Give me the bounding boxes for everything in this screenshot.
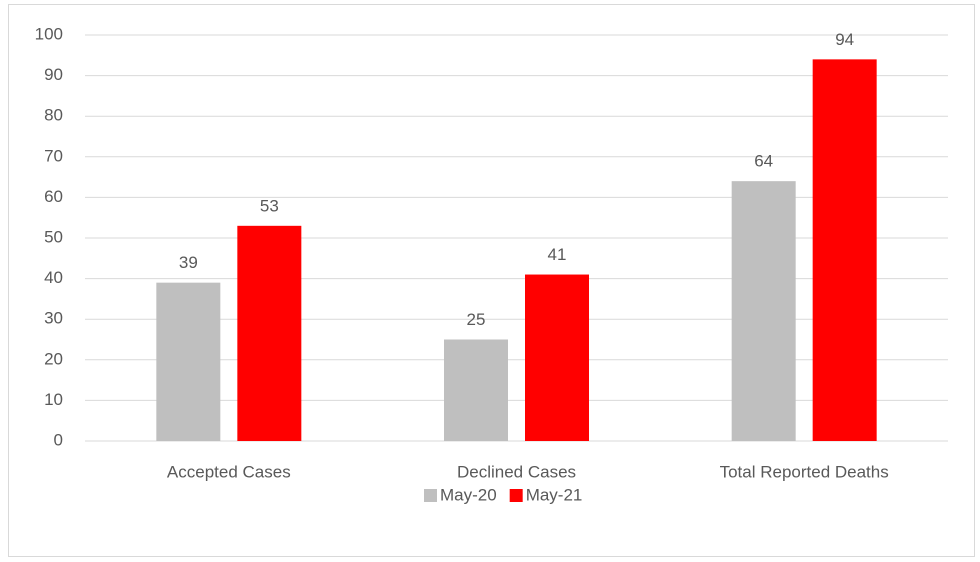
data-label: 25 (467, 310, 486, 329)
y-tick-label: 80 (44, 106, 63, 125)
data-label: 94 (835, 30, 854, 49)
x-tick-label: Total Reported Deaths (720, 462, 889, 481)
y-tick-label: 70 (44, 146, 63, 165)
y-tick-label: 100 (35, 24, 63, 43)
y-tick-label: 40 (44, 268, 63, 287)
legend-label: May-21 (526, 485, 583, 504)
y-tick-label: 60 (44, 187, 63, 206)
y-tick-label: 10 (44, 390, 63, 409)
y-tick-label: 30 (44, 309, 63, 328)
legend-swatch (424, 489, 437, 502)
bar (731, 181, 796, 441)
data-label: 39 (179, 253, 198, 272)
data-label: 64 (754, 152, 773, 171)
x-tick-label: Declined Cases (457, 462, 576, 481)
y-tick-label: 50 (44, 227, 63, 246)
bar (156, 282, 221, 441)
y-tick-label: 90 (44, 65, 63, 84)
y-tick-label: 20 (44, 349, 63, 368)
data-label: 53 (260, 196, 279, 215)
data-label: 41 (548, 245, 567, 264)
legend-swatch (509, 489, 523, 502)
bar (525, 274, 589, 441)
legend-label: May-20 (440, 485, 497, 504)
bar (444, 339, 508, 441)
bar (812, 59, 877, 442)
bar (237, 225, 302, 441)
x-tick-label: Accepted Cases (167, 462, 291, 481)
y-tick-label: 0 (54, 430, 63, 449)
